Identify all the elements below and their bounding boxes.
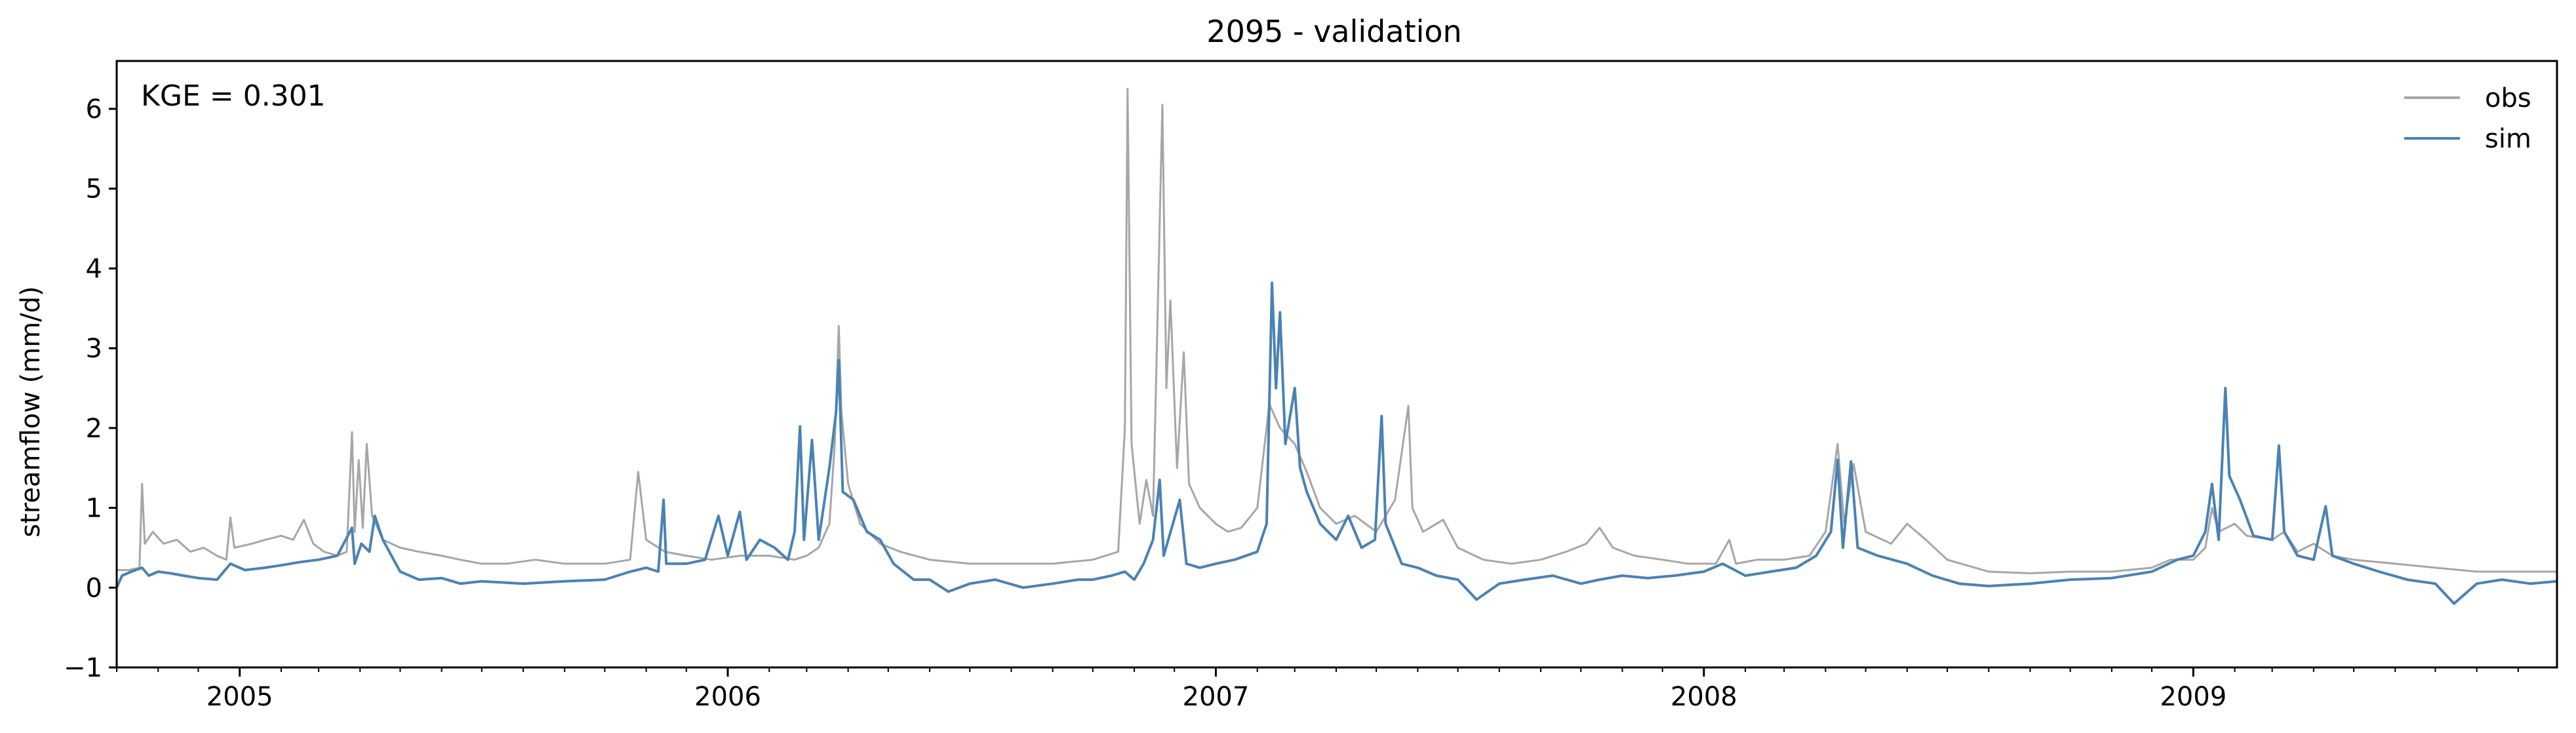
y-tick-label: 2 bbox=[86, 414, 102, 444]
kge-annotation: KGE = 0.301 bbox=[141, 79, 326, 113]
y-tick-label: 1 bbox=[86, 494, 102, 524]
y-tick-label: 0 bbox=[86, 573, 102, 603]
plot-frame bbox=[115, 60, 2558, 669]
x-tick-label: 2008 bbox=[1671, 682, 1737, 712]
legend-sim-label: sim bbox=[2485, 124, 2531, 154]
legend: obs sim bbox=[2404, 83, 2531, 154]
x-tick-label: 2005 bbox=[207, 682, 273, 712]
x-tick-label: 2009 bbox=[2160, 682, 2227, 712]
series-line-sim bbox=[115, 281, 2558, 605]
chart-title: 2095 - validation bbox=[1206, 14, 1461, 49]
y-tick-label: 3 bbox=[86, 334, 102, 364]
y-axis-label: streamflow (mm/d) bbox=[16, 286, 46, 537]
series-line-obs bbox=[117, 88, 2557, 574]
x-tick-label: 2007 bbox=[1183, 682, 1250, 712]
y-tick-label: −1 bbox=[64, 653, 102, 683]
legend-obs-label: obs bbox=[2485, 83, 2531, 113]
y-tick-label: 5 bbox=[86, 174, 102, 205]
y-tick-label: 6 bbox=[86, 94, 102, 125]
plot-area: −1 0 1 2 3 4 5 6 2005 2006 2007 2008 2009 bbox=[64, 88, 2558, 712]
y-tick-label: 4 bbox=[86, 254, 102, 284]
x-tick-label: 2006 bbox=[694, 682, 761, 712]
